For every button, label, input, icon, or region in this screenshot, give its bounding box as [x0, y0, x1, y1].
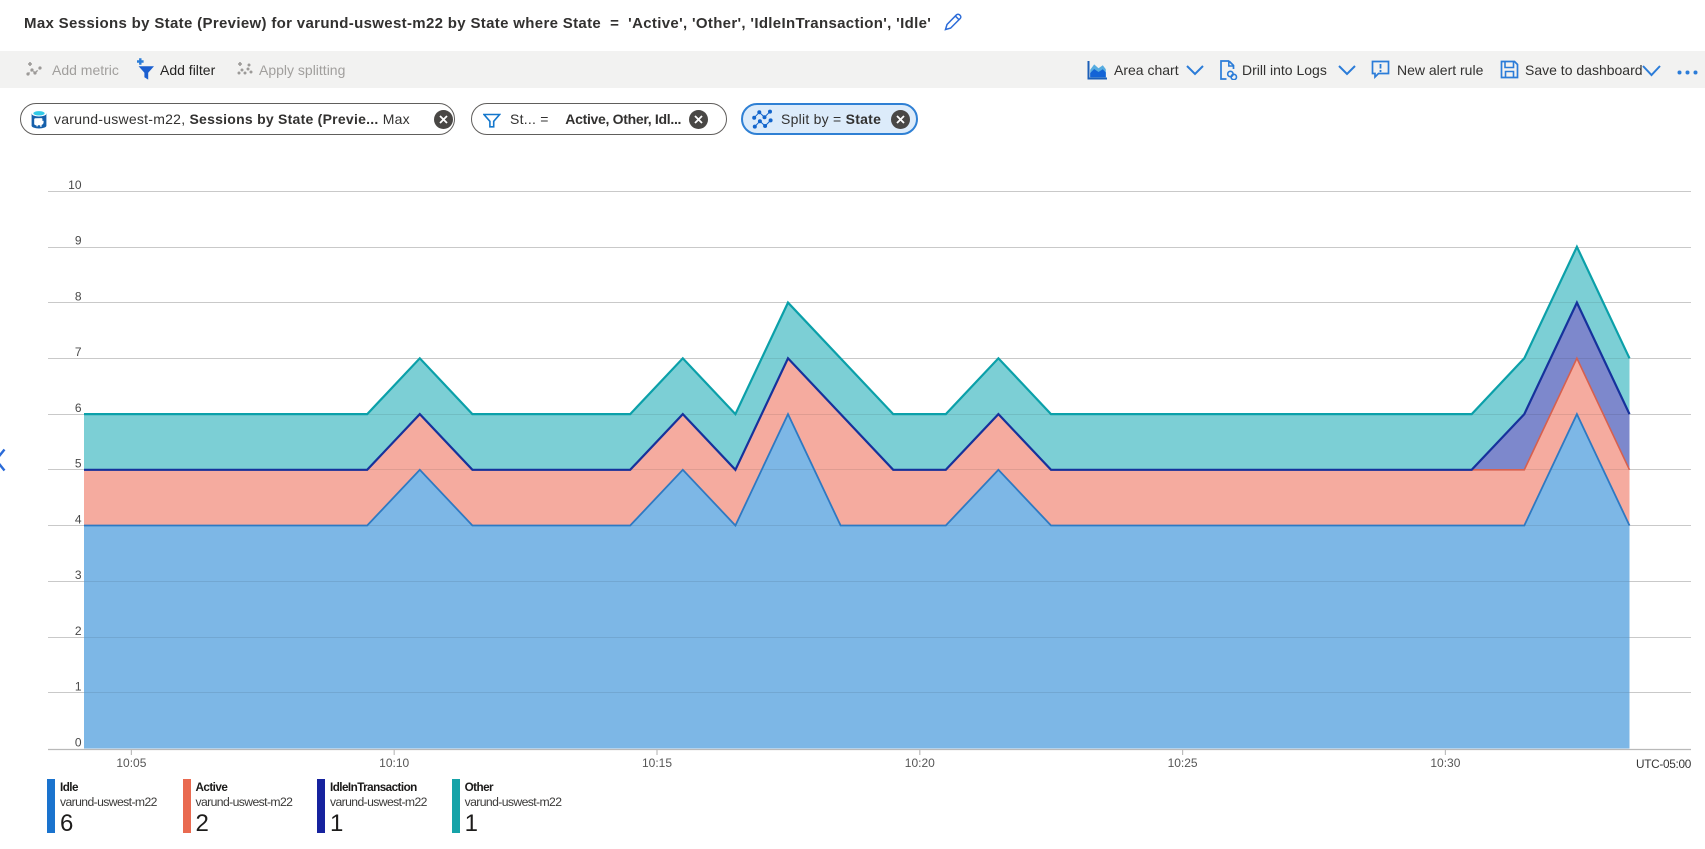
svg-text:3: 3 [75, 568, 82, 582]
svg-text:UTC-05:00: UTC-05:00 [1636, 757, 1692, 771]
svg-text:10:25: 10:25 [1168, 756, 1198, 770]
svg-text:10: 10 [68, 178, 82, 192]
svg-text:10:20: 10:20 [905, 756, 935, 770]
svg-text:1: 1 [75, 680, 82, 694]
svg-text:7: 7 [75, 345, 82, 359]
svg-text:6: 6 [75, 401, 82, 415]
svg-text:4: 4 [75, 512, 82, 526]
svg-text:5: 5 [75, 457, 82, 471]
svg-text:9: 9 [75, 234, 82, 248]
svg-text:10:15: 10:15 [642, 756, 672, 770]
svg-text:10:10: 10:10 [379, 756, 409, 770]
svg-text:10:30: 10:30 [1430, 756, 1460, 770]
svg-text:2: 2 [75, 624, 82, 638]
svg-text:8: 8 [75, 290, 82, 304]
svg-text:0: 0 [75, 735, 82, 749]
svg-text:10:05: 10:05 [116, 756, 146, 770]
